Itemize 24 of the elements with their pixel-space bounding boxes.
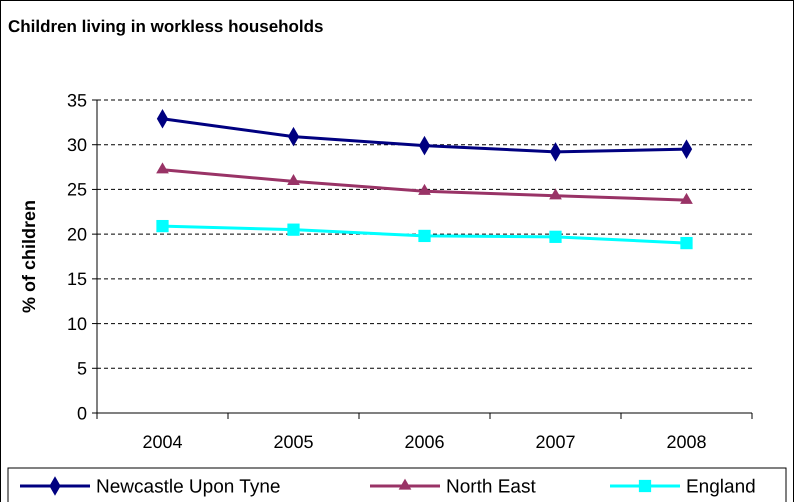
y-tick-label: 25: [66, 180, 87, 200]
point: [418, 230, 431, 242]
legend-label: North East: [446, 476, 536, 498]
x-tick-label: 2005: [273, 432, 314, 452]
x-tick-label: 2004: [142, 432, 183, 452]
y-tick-label: 0: [76, 403, 87, 424]
point: [287, 224, 300, 236]
x-tick-label: 2007: [535, 432, 576, 452]
y-tick-label: 10: [66, 314, 87, 334]
y-axis-title: % of children: [19, 200, 39, 314]
y-tick-label: 20: [66, 224, 87, 244]
legend-label: England: [686, 476, 756, 498]
x-tick-label: 2006: [404, 432, 445, 452]
y-tick-label: 15: [66, 269, 87, 290]
chart-title: Children living in workless households: [8, 17, 324, 36]
legend-label: Newcastle Upon Tyne: [96, 476, 280, 498]
point: [680, 236, 693, 250]
point: [287, 174, 300, 186]
point: [156, 220, 169, 232]
point: [549, 230, 562, 243]
y-tick-label: 35: [66, 90, 87, 110]
y-tick-label: 30: [66, 135, 87, 156]
y-tick-label: 5: [76, 358, 87, 379]
x-tick-label: 2008: [666, 432, 707, 452]
